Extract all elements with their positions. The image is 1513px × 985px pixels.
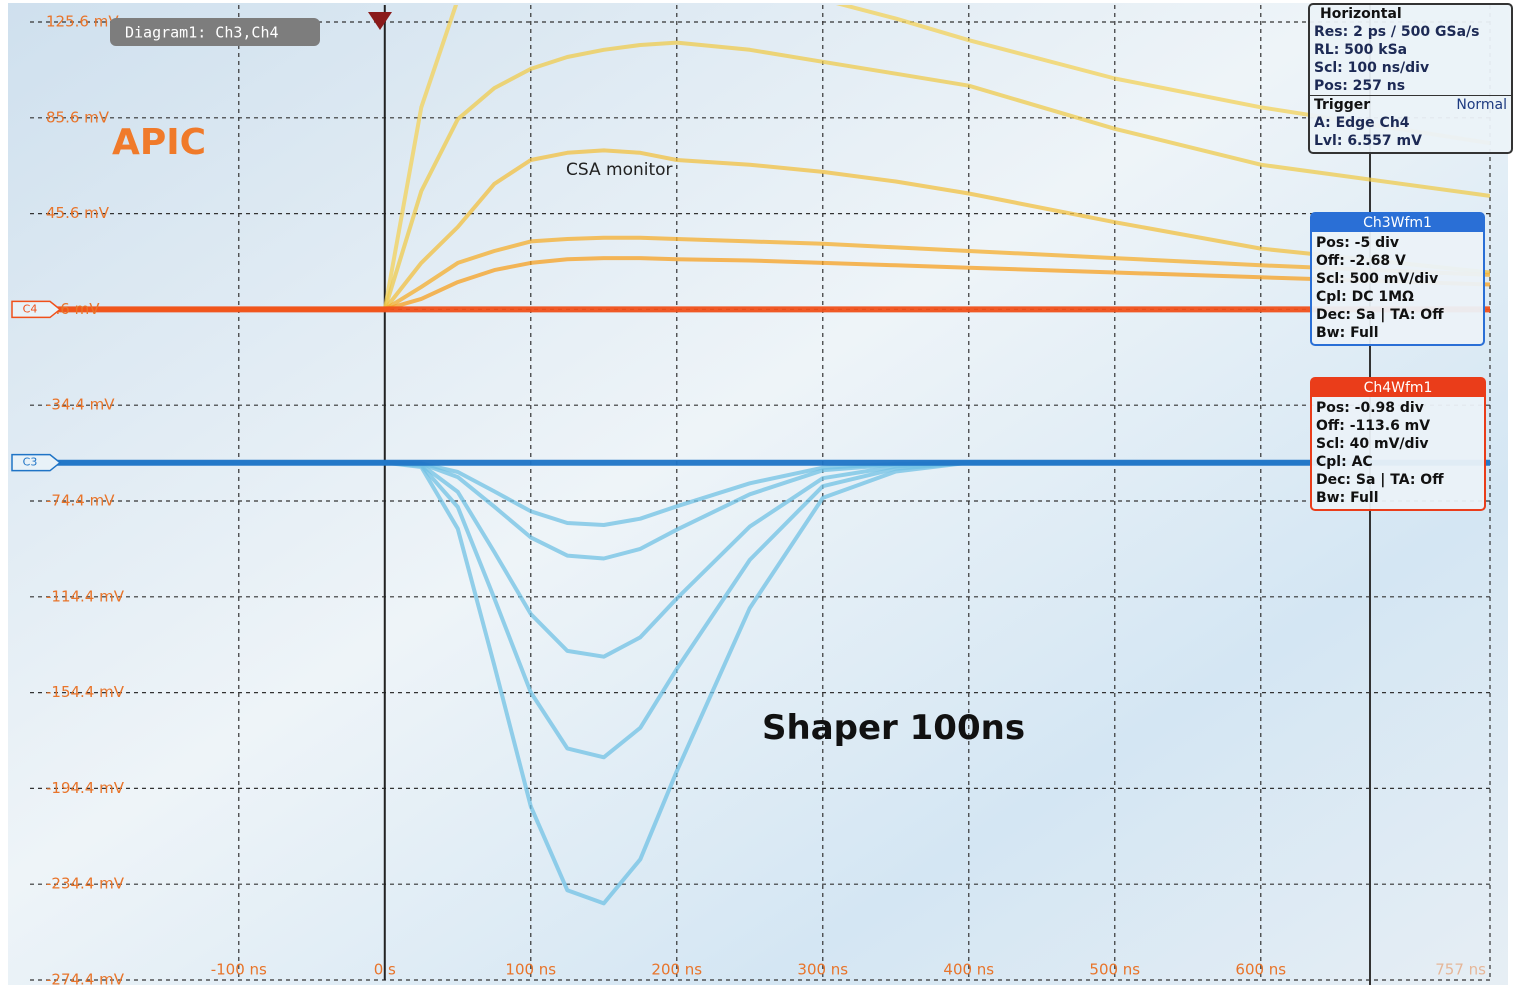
panel-line: Dec: Sa | TA: Off <box>1316 471 1480 489</box>
y-tick-label: 125.6 mV <box>46 13 119 31</box>
x-tick-label: 500 ns <box>1089 961 1140 979</box>
annotation: Shaper 100ns <box>762 708 1025 748</box>
x-tick-label: 0 s <box>374 961 396 979</box>
y-tick-label: -194.4 mV <box>46 779 125 797</box>
panel-title: Ch3Wfm1 <box>1312 214 1483 232</box>
y-tick-label: -34.4 mV <box>46 396 115 414</box>
panel-line: Scl: 500 mV/div <box>1316 270 1479 288</box>
x-tick-label: 600 ns <box>1235 961 1286 979</box>
screen-background <box>8 3 1508 985</box>
panel-title: Horizontal <box>1314 5 1507 23</box>
channel-marker-label: C3 <box>23 456 38 469</box>
panel-title: Ch4Wfm1 <box>1312 379 1484 397</box>
panel-line: Off: -113.6 mV <box>1316 417 1480 435</box>
panel-line: Pos: -0.98 div <box>1316 399 1480 417</box>
panel-line: Cpl: AC <box>1316 453 1480 471</box>
annotation: APIC <box>112 122 206 163</box>
y-tick-label: -154.4 mV <box>46 683 125 701</box>
chart: 125.6 mV85.6 mV45.6 mV5.6 mV-34.4 mV-74.… <box>0 0 1513 985</box>
panel-mode: Normal <box>1456 96 1507 114</box>
panel-line: Scl: 100 ns/div <box>1314 59 1507 77</box>
panel-line: Pos: 257 ns <box>1314 77 1507 95</box>
x-tick-label: 300 ns <box>797 961 848 979</box>
panel-line: Cpl: DC 1MΩ <box>1316 288 1479 306</box>
channel-marker-label: C4 <box>23 302 38 315</box>
scope-screen: 125.6 mV85.6 mV45.6 mV5.6 mV-34.4 mV-74.… <box>0 0 1513 985</box>
panel-subtitle: Trigger <box>1314 96 1370 114</box>
panel-line: Bw: Full <box>1316 324 1479 342</box>
panel-line: Pos: -5 div <box>1316 234 1479 252</box>
y-tick-label: -234.4 mV <box>46 875 125 893</box>
panel-subheader: Trigger Normal <box>1310 95 1511 114</box>
y-tick-label: -74.4 mV <box>46 492 115 510</box>
x-tick-label: 757 ns <box>1435 961 1486 979</box>
annotation: CSA monitor <box>566 160 673 180</box>
y-tick-label: -274.4 mV <box>46 971 125 985</box>
panel-line: RL: 500 kSa <box>1314 41 1507 59</box>
panel-line: Lvl: 6.557 mV <box>1314 132 1507 150</box>
panel-line: Scl: 40 mV/div <box>1316 435 1480 453</box>
x-tick-label: 100 ns <box>505 961 556 979</box>
y-tick-label: -114.4 mV <box>46 587 125 605</box>
panel-line: Dec: Sa | TA: Off <box>1316 306 1479 324</box>
x-tick-label: 200 ns <box>651 961 702 979</box>
panel-line: Res: 2 ps / 500 GSa/s <box>1314 23 1507 41</box>
y-tick-label: 85.6 mV <box>46 108 110 126</box>
panel-line: Off: -2.68 V <box>1316 252 1479 270</box>
panel-line: A: Edge Ch4 <box>1314 114 1507 132</box>
x-tick-label: -100 ns <box>211 961 267 979</box>
x-tick-label: 400 ns <box>943 961 994 979</box>
diagram-title: Diagram1: Ch3,Ch4 <box>125 24 279 42</box>
y-tick-label: 45.6 mV <box>46 204 110 222</box>
panel-line: Bw: Full <box>1316 489 1480 507</box>
